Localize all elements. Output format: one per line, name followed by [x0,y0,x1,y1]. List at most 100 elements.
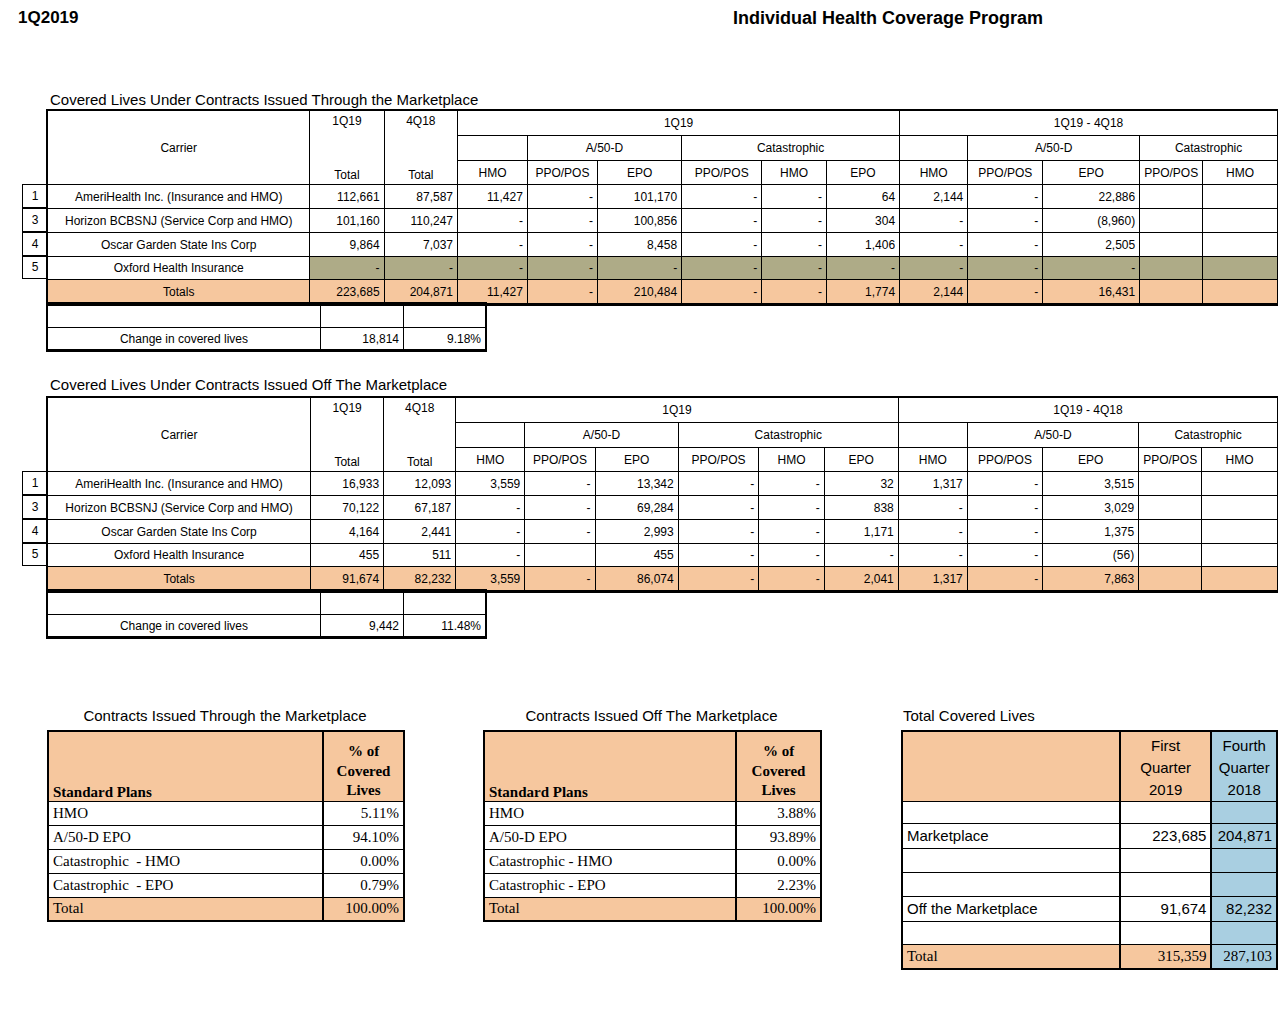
value-cell: - [762,257,827,280]
total-covered-lives-title: Total Covered Lives [903,707,1035,724]
period-column-header: 1Q19Total [310,111,384,185]
value-cell: - [458,233,528,257]
value-cell: 2,993 [595,520,678,544]
subgroup-header-catastrophic: Catastrophic [682,136,900,161]
value-cell: - [967,496,1042,520]
plan-share-total-row: Total100.00% [48,897,404,921]
totals-label-cell: Totals [48,280,310,304]
carrier-cell: Oscar Garden State Ins Corp [48,233,310,257]
change-value-cell: 18,814 [321,328,404,350]
first-quarter-value-cell: 91,674 [1120,896,1212,921]
period-label: 4Q18 [405,401,434,415]
change-value-cell: 11.48% [404,615,486,637]
totals-value-cell: 3,559 [456,567,525,591]
value-cell: - [525,472,595,496]
plan-pct-cell: 93.89% [736,825,821,849]
value-cell: - [898,544,967,567]
blank-cell [404,304,486,328]
plan-header-cell: EPO [1043,448,1139,472]
first-quarter-value-cell [1120,848,1212,872]
tcl-header-row: First Quarter 2019Fourth Quarter 2018 [902,731,1277,801]
subgroup-header-a50d: A/50-D [525,423,678,448]
totals-value-cell: - [967,567,1042,591]
value-cell: 455 [311,544,384,567]
value-cell [1202,520,1278,544]
value-cell: - [682,209,762,233]
change-row: Change in covered lives18,8149.18% [48,328,486,350]
subgroup-header-a50d: A/50-D [968,136,1140,161]
value-cell [1140,185,1203,209]
value-cell: 67,187 [384,496,456,520]
subgroup-header-catastrophic: Catastrophic [1139,423,1278,448]
value-cell: - [682,257,762,280]
plan-header-cell: EPO [824,448,898,472]
report-quarter: 1Q2019 [18,8,79,28]
totals-value-cell: - [682,280,762,304]
category-cell [902,848,1120,872]
plan-header-cell: PPO/POS [1140,161,1203,185]
group-header-quarter-diff: 1Q19 - 4Q18 [900,111,1278,136]
value-cell: - [759,496,824,520]
value-cell: - [968,257,1043,280]
value-cell [1139,544,1202,567]
fourth-quarter-value-cell [1211,848,1277,872]
change-value-cell: 9.18% [404,328,486,350]
plan-header-cell: HMO [900,161,968,185]
period-header-stack: 4Q18 Total [388,399,451,471]
totals-value-cell: 223,685 [310,280,384,304]
plan-name-cell: A/50-D EPO [48,825,323,849]
value-cell [1203,209,1278,233]
category-cell [902,921,1120,944]
plan-pct-cell: 0.79% [323,873,404,897]
value-cell: - [898,520,967,544]
value-cell: - [967,520,1042,544]
blank-cell [48,304,321,328]
period-sub-label: Total [334,455,359,469]
value-cell: 70,122 [311,496,384,520]
value-cell: - [678,496,759,520]
covered-lives-table-marketplace: Carrier1Q19Total4Q18Total1Q191Q19 - 4Q18… [47,110,1278,304]
plan-header-cell: PPO/POS [1139,448,1202,472]
value-cell: - [968,233,1043,257]
totals-row: Totals91,67482,2323,559-86,074--2,0411,3… [48,567,1278,591]
value-cell: - [456,544,525,567]
period-sub-label: Total [407,455,432,469]
plan-share-marketplace-title: Contracts Issued Through the Marketplace [47,707,403,724]
value-cell: 22,886 [1043,185,1140,209]
value-cell: 2,441 [384,520,456,544]
carrier-row: Oxford Health Insurance----------- [48,257,1278,280]
blank-cell [321,304,404,328]
value-cell [525,544,595,567]
value-cell: 101,170 [598,185,682,209]
fourth-quarter-value-cell [1211,872,1277,896]
first-quarter-value-cell [1120,872,1212,896]
plan-pct-cell: 0.00% [323,849,404,873]
plan-share-row: Catastrophic - EPO0.79% [48,873,404,897]
value-cell: 69,284 [595,496,678,520]
value-cell: - [527,233,597,257]
totals-row: Totals223,685204,87111,427-210,484--1,77… [48,280,1278,304]
plan-share-row: A/50-D EPO93.89% [484,825,821,849]
total-covered-lives-table: First Quarter 2019Fourth Quarter 2018Mar… [901,730,1278,970]
value-cell: - [525,496,595,520]
plan-name-cell: A/50-D EPO [484,825,736,849]
value-cell: - [598,257,682,280]
value-cell: 3,029 [1043,496,1139,520]
value-cell: - [456,520,525,544]
carrier-cell: Horizon BCBSNJ (Service Corp and HMO) [48,209,310,233]
value-cell [1139,472,1202,496]
change-label-cell: Change in covered lives [48,328,321,350]
plan-share-row: Catastrophic - EPO2.23% [484,873,821,897]
plan-header-cell: HMO [456,448,525,472]
value-cell: 304 [826,209,899,233]
plan-pct-cell: 2.23% [736,873,821,897]
group-header-current-quarter: 1Q19 [458,111,900,136]
value-cell: - [762,209,827,233]
fourth-quarter-value-cell [1211,921,1277,944]
carrier-row: Oscar Garden State Ins Corp9,8647,037--8… [48,233,1278,257]
period-header-stack: 1Q19Total [315,399,379,471]
value-cell: - [678,472,759,496]
row-number: 4 [22,519,48,543]
value-cell: - [759,472,824,496]
blank-subheader [456,423,525,448]
